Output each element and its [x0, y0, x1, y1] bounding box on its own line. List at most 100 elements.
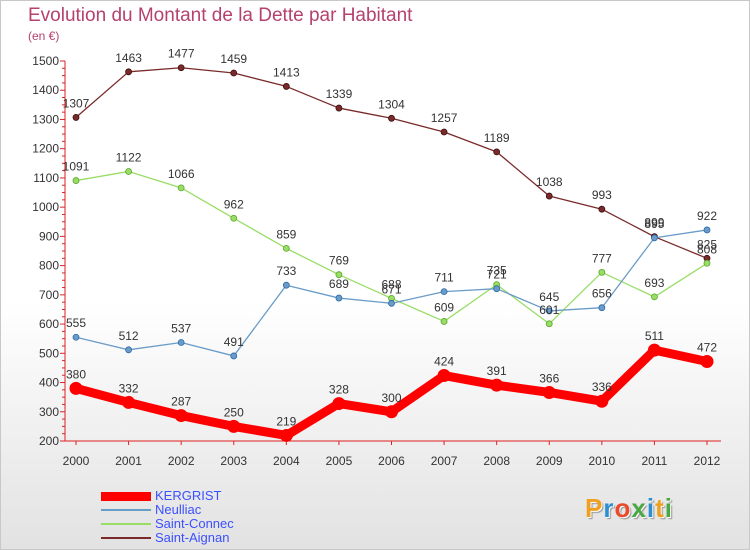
data-label: 300 — [381, 391, 401, 405]
data-label: 1307 — [63, 96, 90, 110]
legend-swatch — [101, 523, 151, 525]
data-point — [122, 395, 136, 409]
x-tick-label: 2008 — [483, 454, 510, 468]
y-tick-label: 1300 — [32, 112, 59, 126]
data-point — [227, 419, 241, 433]
data-point — [177, 339, 185, 346]
unit-label: (en €) — [28, 29, 60, 43]
data-point — [651, 234, 658, 242]
legend-swatch — [101, 537, 151, 539]
data-point — [72, 177, 80, 184]
data-point — [545, 192, 553, 200]
data-label: 808 — [697, 242, 717, 256]
legend-item-neulliac: Neulliac — [101, 502, 341, 517]
y-tick-label: 1000 — [32, 200, 59, 214]
data-point — [230, 214, 238, 222]
legend-item-kergrist: KERGRIST — [101, 488, 341, 503]
legend-label: Saint-Connec — [155, 516, 234, 531]
data-point — [230, 352, 238, 360]
x-tick-label: 2011 — [642, 454, 668, 468]
data-point — [647, 343, 661, 357]
y-tick-label: 600 — [39, 317, 59, 331]
data-label: 735 — [487, 264, 507, 278]
data-point — [72, 114, 80, 121]
data-point — [177, 64, 185, 72]
data-point — [385, 405, 398, 419]
data-point — [125, 68, 132, 76]
data-point — [440, 288, 448, 296]
data-label: 1477 — [168, 47, 195, 61]
data-label: 693 — [644, 276, 664, 290]
x-tick-label: 2004 — [273, 454, 300, 468]
data-label: 1066 — [168, 167, 195, 181]
data-point — [174, 409, 188, 423]
data-point — [177, 184, 185, 192]
data-label: 555 — [66, 316, 86, 330]
y-tick-label: 200 — [39, 434, 59, 448]
y-tick-label: 1200 — [32, 142, 59, 156]
data-label: 1304 — [378, 97, 405, 111]
data-point — [493, 148, 501, 156]
data-label: 777 — [592, 251, 612, 265]
data-label: 366 — [539, 371, 559, 385]
data-label: 899 — [644, 216, 664, 230]
data-point — [279, 428, 293, 442]
data-label: 711 — [435, 271, 454, 285]
data-label: 287 — [171, 395, 191, 409]
data-label: 895 — [644, 217, 664, 231]
data-label: 922 — [697, 209, 717, 223]
data-label: 424 — [434, 355, 454, 369]
data-point — [490, 378, 504, 392]
legend-label: Saint-Aignan — [155, 530, 230, 545]
data-point — [598, 268, 606, 276]
data-point — [282, 244, 290, 252]
data-point — [335, 294, 343, 302]
x-tick-label: 2010 — [588, 454, 615, 468]
data-label: 859 — [276, 227, 296, 241]
data-label: 491 — [224, 335, 244, 349]
legend-item-saint-connec: Saint-Connec — [101, 516, 341, 531]
data-label: 328 — [329, 383, 349, 397]
data-label: 336 — [592, 380, 612, 394]
y-tick-label: 300 — [39, 405, 59, 419]
data-point — [388, 299, 395, 307]
data-point — [437, 369, 451, 383]
data-label: 1189 — [484, 131, 510, 145]
data-label: 391 — [487, 364, 507, 378]
data-label: 609 — [434, 300, 454, 314]
data-point — [703, 226, 711, 234]
data-label: 250 — [224, 405, 244, 419]
x-tick-label: 2003 — [220, 454, 247, 468]
data-point — [598, 205, 606, 213]
data-point — [388, 114, 395, 122]
data-label: 219 — [276, 414, 296, 428]
data-label: 1413 — [273, 65, 300, 79]
y-tick-label: 1400 — [32, 83, 59, 97]
data-label: 721 — [487, 268, 507, 282]
y-tick-label: 900 — [39, 229, 59, 243]
y-tick-label: 1100 — [33, 171, 59, 185]
x-tick-label: 2005 — [326, 454, 353, 468]
data-label: 671 — [381, 282, 401, 296]
y-tick-label: 1500 — [32, 54, 59, 68]
x-tick-label: 2006 — [378, 454, 405, 468]
y-tick-label: 400 — [39, 376, 59, 390]
data-label: 645 — [539, 290, 559, 304]
data-label: 1091 — [63, 160, 90, 174]
data-point — [703, 259, 711, 267]
data-point — [282, 281, 290, 289]
data-label: 688 — [381, 277, 401, 291]
legend-label: Neulliac — [155, 502, 202, 517]
x-tick-label: 2002 — [168, 454, 195, 468]
data-point — [282, 83, 290, 90]
legend-label: KERGRIST — [155, 488, 222, 503]
data-point — [545, 320, 553, 328]
data-point — [125, 168, 132, 175]
data-label: 332 — [119, 381, 139, 395]
data-label: 601 — [539, 303, 559, 317]
x-tick-label: 2007 — [431, 454, 458, 468]
legend-swatch — [101, 509, 151, 511]
data-point — [598, 304, 606, 312]
